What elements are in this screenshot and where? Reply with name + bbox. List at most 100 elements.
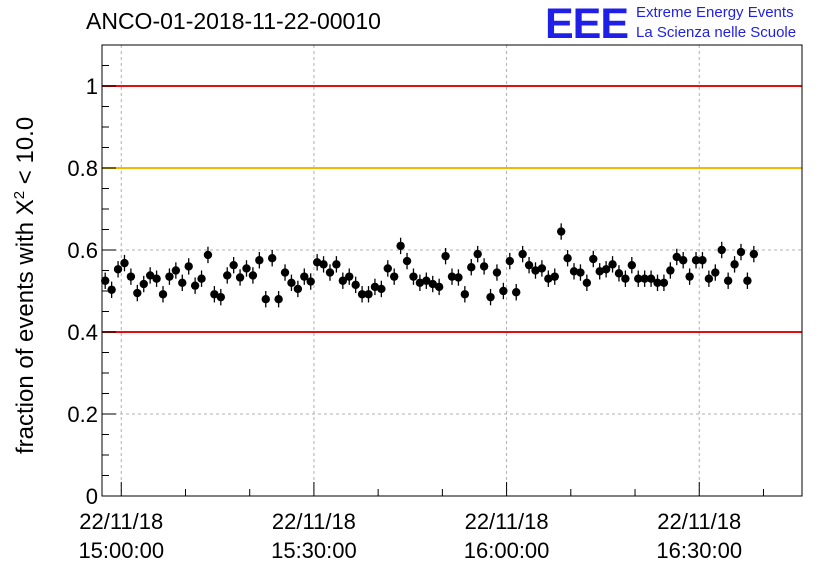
data-point <box>370 282 380 292</box>
data-point <box>287 278 296 287</box>
data-point <box>274 295 283 304</box>
x-tick-label-date: 22/11/18 <box>79 509 163 534</box>
data-point <box>300 272 309 281</box>
y-tick-label: 0.2 <box>67 402 98 427</box>
data-point <box>743 276 752 285</box>
data-point <box>730 260 739 269</box>
data-point <box>749 249 759 259</box>
data-point <box>293 284 303 294</box>
data-point <box>338 276 348 285</box>
data-point <box>691 256 701 265</box>
data-point <box>351 280 360 290</box>
data-point <box>467 263 476 272</box>
data-point <box>197 274 206 283</box>
data-point <box>203 250 213 260</box>
data-point <box>377 284 386 294</box>
data-point <box>608 260 617 269</box>
data-point <box>640 274 649 283</box>
data-point <box>306 277 315 286</box>
data-point <box>582 278 592 287</box>
data-point <box>165 272 174 281</box>
data-point <box>255 256 264 265</box>
data-point <box>563 254 572 263</box>
data-point <box>556 227 566 236</box>
data-point <box>627 260 637 270</box>
data-point <box>402 256 412 266</box>
data-point <box>216 292 226 302</box>
data-point <box>319 260 328 269</box>
data-point <box>717 245 726 255</box>
data-point <box>479 262 489 271</box>
data-point <box>383 264 392 273</box>
data-point <box>499 286 508 296</box>
data-point <box>422 276 431 285</box>
data-point <box>184 262 193 271</box>
data-point <box>357 290 367 299</box>
data-point <box>569 267 579 276</box>
data-point <box>653 278 662 287</box>
data-point <box>441 251 450 261</box>
y-tick-label: 1 <box>86 74 98 99</box>
data-point <box>576 268 585 277</box>
data-point <box>409 272 418 281</box>
data-point <box>492 268 502 277</box>
data-point <box>659 278 669 287</box>
x-tick-label-time: 15:30:00 <box>271 538 357 563</box>
data-point <box>698 256 707 265</box>
x-tick-label-time: 16:30:00 <box>656 538 742 563</box>
data-point <box>524 260 534 270</box>
data-point <box>473 249 482 259</box>
data-point <box>390 272 399 281</box>
data-point <box>223 271 232 280</box>
data-point <box>145 271 155 280</box>
data-point <box>280 268 290 277</box>
data-point <box>621 274 630 283</box>
data-point <box>152 274 161 283</box>
data-point <box>139 279 148 289</box>
data-point <box>312 258 322 267</box>
data-point <box>113 265 123 274</box>
data-point <box>666 266 675 275</box>
y-tick-label: 0.6 <box>67 238 98 263</box>
data-point <box>505 256 514 266</box>
data-point <box>235 273 245 282</box>
data-point <box>685 272 694 281</box>
data-point <box>550 272 559 281</box>
data-point <box>126 272 136 281</box>
data-point <box>242 264 251 273</box>
y-tick-label: 0.8 <box>67 156 98 181</box>
data-point <box>210 290 219 299</box>
data-point <box>678 256 688 265</box>
data-point <box>601 265 611 274</box>
data-point <box>531 266 540 275</box>
data-point <box>345 272 354 281</box>
data-point <box>332 260 341 269</box>
x-tick-label-time: 15:00:00 <box>78 538 164 563</box>
y-axis-label: fraction of events with X2 < 10.0 <box>11 117 39 454</box>
logo-line-1: Extreme Energy Events <box>636 4 794 21</box>
data-point <box>178 278 187 287</box>
y-tick-label: 0 <box>86 484 98 509</box>
data-point <box>589 254 598 264</box>
data-point <box>512 288 521 297</box>
data-point <box>428 279 437 289</box>
data-point <box>704 274 714 283</box>
data-point <box>544 274 553 283</box>
data-point <box>171 266 181 275</box>
data-point <box>518 249 527 259</box>
data-point <box>634 274 643 283</box>
data-point <box>120 258 129 268</box>
data-point <box>537 264 547 273</box>
data-point <box>261 295 270 304</box>
data-point <box>454 273 463 282</box>
data-point <box>711 268 720 277</box>
data-point <box>133 288 142 298</box>
data-point <box>101 276 110 285</box>
eee-logo: EEE <box>545 0 629 48</box>
data-point <box>325 268 335 277</box>
data-point <box>190 281 200 290</box>
data-point <box>723 276 733 285</box>
data-point <box>364 290 373 299</box>
data-point <box>107 285 116 294</box>
